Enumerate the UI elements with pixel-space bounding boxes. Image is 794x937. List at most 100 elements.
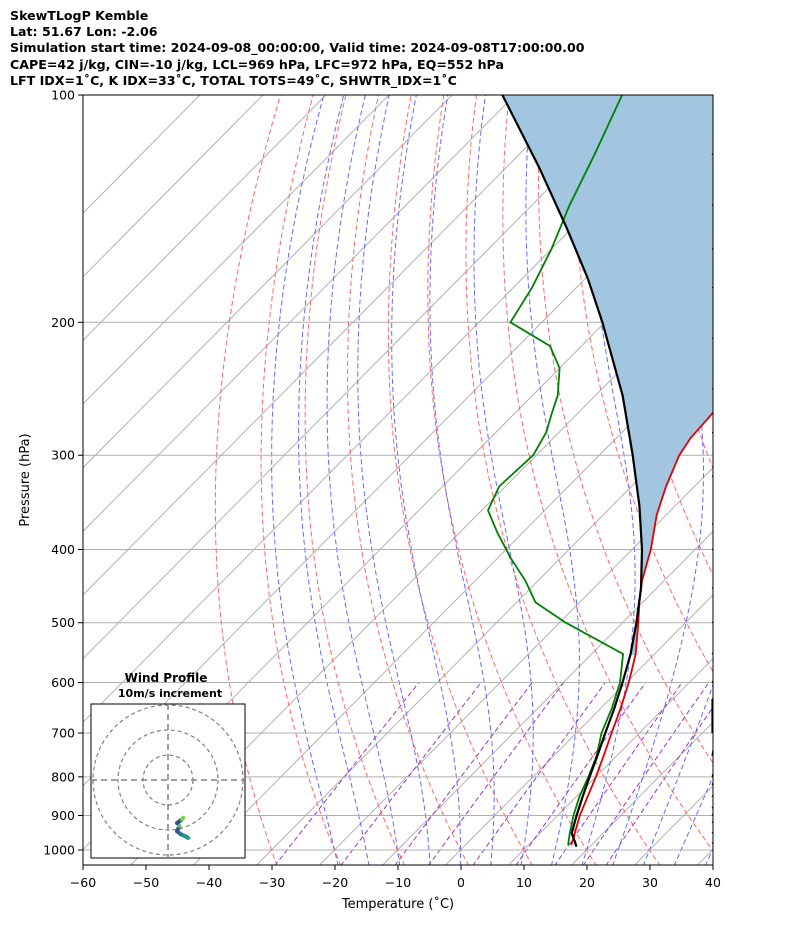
mixing-ratio-line	[394, 682, 533, 865]
dry-adiabat-line	[572, 95, 713, 673]
wind-barb	[711, 621, 713, 624]
station-location: Lat: 51.67 Lon: -2.06	[10, 24, 158, 40]
chart-header: SkewTLogP Kemble Lat: 51.67 Lon: -2.06 S…	[10, 8, 584, 89]
moist-adiabat-line	[704, 847, 713, 865]
wind-barb	[711, 698, 713, 734]
dry-adiabat-line	[387, 95, 533, 865]
moist-adiabat-line	[298, 95, 370, 865]
moist-adiabat-line	[473, 95, 534, 865]
y-tick-label: 400	[51, 542, 75, 557]
dry-adiabat-line	[427, 95, 597, 865]
x-tick-label: 10	[516, 875, 532, 890]
mixing-ratio-line	[582, 682, 710, 865]
profile-lines	[487, 95, 713, 848]
moist-adiabats	[271, 95, 713, 865]
mixing-ratio-line	[515, 682, 647, 865]
x-axis-ticks: −60 −50 −40 −30 −20 −10 0 10 20 30 40	[70, 865, 721, 890]
wind-barb	[711, 772, 713, 778]
moist-adiabat-line	[673, 775, 713, 865]
mixing-ratio-line	[340, 682, 482, 865]
x-axis-label: Temperature (˚C)	[341, 896, 454, 912]
mixing-ratio-line	[554, 682, 683, 865]
moist-adiabat-line	[357, 95, 431, 865]
y-tick-label: 700	[51, 726, 75, 741]
wind-barb	[711, 651, 713, 655]
wind-profile-inset: Wind Profile 10m/s increment	[90, 671, 246, 859]
wind-barbs	[711, 152, 713, 844]
isotherm-line	[83, 95, 390, 405]
x-tick-label: −50	[133, 875, 159, 890]
dry-adiabat-line	[737, 95, 794, 866]
dry-adiabat-line	[304, 95, 405, 865]
mixing-ratio-lines	[274, 682, 713, 865]
hodograph-segment	[180, 815, 186, 822]
dry-adiabat-line	[346, 95, 469, 865]
wind-barb	[711, 704, 713, 709]
y-tick-label: 200	[51, 315, 75, 330]
wind-barb	[711, 820, 713, 824]
isotherm-line	[445, 594, 713, 865]
dry-adiabat-line	[502, 95, 713, 852]
isotherm-line	[193, 339, 713, 865]
mixing-ratio-line	[274, 682, 420, 865]
dry-adiabat-line	[465, 95, 661, 865]
wind-barb	[711, 746, 713, 756]
x-tick-label: 30	[642, 875, 658, 890]
y-tick-label: 100	[51, 88, 75, 103]
wind-barb	[711, 522, 713, 525]
wind-barb	[711, 831, 713, 834]
isotherm-line	[83, 95, 516, 532]
moist-adiabat-line	[642, 683, 713, 865]
isotherm-line	[508, 657, 713, 865]
isotherm-line	[382, 530, 713, 865]
wind-barb	[711, 794, 713, 798]
y-tick-label: 300	[51, 448, 75, 463]
wind-barb	[711, 203, 713, 206]
x-tick-label: −10	[385, 875, 411, 890]
wind-barb	[711, 586, 713, 589]
cape-cin-shading	[502, 95, 713, 656]
wind-barb	[711, 431, 713, 434]
mixing-ratio-line	[428, 682, 565, 865]
moist-adiabat-line	[525, 95, 580, 865]
isotherm-line	[83, 95, 453, 469]
wind-barb	[711, 152, 713, 156]
x-tick-label: 0	[457, 875, 465, 890]
isotherm-line	[83, 95, 579, 596]
hodograph-title: Wind Profile	[125, 671, 208, 685]
isotherm-line	[83, 95, 264, 278]
moist-adiabat-line	[326, 95, 401, 865]
y-tick-label: 800	[51, 769, 75, 784]
y-tick-label: 900	[51, 808, 75, 823]
isotherm-line	[760, 95, 794, 866]
x-tick-label: −30	[259, 875, 285, 890]
hodograph-subtitle: 10m/s increment	[118, 687, 222, 700]
moist-adiabat-line	[391, 95, 461, 865]
wind-barb	[711, 679, 713, 683]
wind-barb	[711, 247, 713, 250]
y-axis-label: Pressure (hPa)	[18, 433, 33, 526]
isotherm-line	[571, 721, 713, 865]
dry-adiabat-line	[770, 95, 794, 866]
stability-indices: LFT IDX=1˚C, K IDX=33˚C, TOTAL TOTS=49˚C…	[10, 72, 457, 88]
stability-params: CAPE=42 j/kg, CIN=-10 j/kg, LCL=969 hPa,…	[10, 56, 504, 72]
y-tick-label: 500	[51, 615, 75, 630]
dry-adiabat-line	[214, 95, 281, 865]
x-tick-label: 40	[705, 875, 721, 890]
y-axis-ticks: 1000 900 800 700 600 500 400 300 200 100	[43, 88, 83, 858]
moist-adiabat-line	[271, 95, 339, 865]
x-tick-label: −60	[70, 875, 96, 890]
station-title: SkewTLogP Kemble	[10, 8, 149, 23]
mixing-ratio-line	[472, 682, 606, 865]
isotherm-line	[130, 276, 713, 865]
wind-barb	[711, 781, 713, 786]
wind-barb	[711, 337, 713, 339]
cape-area	[502, 95, 713, 656]
moist-adiabat-line	[581, 95, 636, 865]
wind-barb	[711, 841, 713, 844]
moist-adiabat-line	[429, 95, 495, 865]
y-tick-label: 1000	[43, 843, 75, 858]
wind-barb	[711, 475, 713, 477]
wind-barb	[711, 548, 713, 551]
